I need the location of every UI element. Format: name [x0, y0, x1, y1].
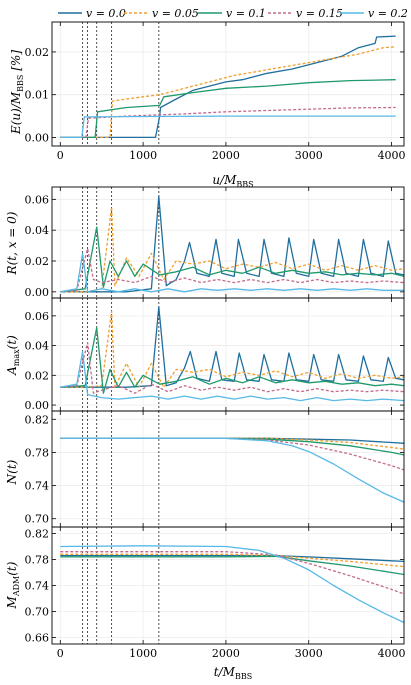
ytick-label-energy: 0.00 [25, 131, 50, 144]
series-Amax-2 [60, 327, 404, 394]
xtick-label-MADM: 1000 [129, 647, 157, 660]
series-energy-3 [60, 106, 396, 139]
series-energy-1 [60, 46, 396, 139]
series-energy-4 [60, 115, 396, 139]
series-Amax-3 [60, 341, 404, 394]
ytick-label-MADM: 0.82 [25, 528, 50, 541]
frame-Amax [51, 297, 405, 412]
series-R-2 [60, 226, 404, 293]
legend-label-v0: v = 0.0 [86, 7, 126, 20]
ytick-label-N: 0.70 [25, 513, 50, 526]
n-ylabel: N(t) [5, 459, 19, 485]
series-R-0 [60, 195, 404, 293]
xtick-label-MADM: 3000 [295, 647, 323, 660]
series-group-Amax [60, 306, 404, 402]
panel-R: 0.00 0.02 0.04 0.06 [25, 186, 405, 299]
series-Amax-4 [60, 350, 404, 402]
ytick-label-MADM: 0.74 [25, 580, 50, 593]
series-R-3 [60, 248, 404, 293]
ytick-label-R: 0.04 [25, 224, 50, 237]
ytick-label-R: 0.06 [25, 193, 50, 206]
xtick-label-energy: 1000 [129, 149, 157, 162]
xtick-label-MADM: 2000 [212, 647, 240, 660]
frame-N [51, 410, 405, 528]
series-R-1 [60, 206, 404, 293]
r-ylabel: R(t, x = 0) [5, 211, 19, 275]
ytick-label-MADM: 0.70 [25, 606, 50, 619]
ytick-label-Amax: 0.06 [25, 310, 50, 323]
ytick-label-MADM: 0.66 [25, 632, 50, 645]
ytick-label-R: 0.00 [25, 286, 50, 299]
ytick-label-N: 0.78 [25, 446, 50, 459]
legend-entry-v0: v = 0.0 [58, 7, 126, 20]
ytick-label-N: 0.74 [25, 480, 50, 493]
ytick-label-Amax: 0.02 [25, 369, 50, 382]
series-Amax-1 [60, 310, 404, 388]
ytick-label-energy: 0.01 [25, 89, 50, 102]
series-N-4 [60, 437, 404, 503]
ytick-label-Amax: 0.00 [25, 399, 50, 412]
ytick-label-R: 0.02 [25, 255, 50, 268]
series-MADM-1 [60, 553, 404, 568]
amax-ylabel: Amax(t) [5, 335, 21, 376]
ytick-label-Amax: 0.04 [25, 340, 50, 353]
legend: v = 0.0 v = 0.05 v = 0.1 v = 0.15 v = 0.… [58, 7, 408, 20]
legend-label-v01: v = 0.1 [226, 7, 266, 20]
xtick-label-energy: 3000 [295, 149, 323, 162]
xtick-label-MADM: 4000 [378, 647, 406, 660]
legend-entry-v005: v = 0.05 [124, 7, 199, 20]
panel-Amax: 0.00 0.02 0.04 0.06 [25, 297, 405, 412]
legend-entry-v01: v = 0.1 [198, 7, 266, 20]
legend-label-v02: v = 0.2 [368, 7, 408, 20]
panel-MADM: 0.66 0.70 0.74 0.78 0.82 0 1000 2000 3000 4000 [25, 526, 406, 660]
time-xlabel: t/MBBS [214, 665, 252, 681]
ytick-label-energy: 0.02 [25, 46, 50, 59]
legend-entry-v02: v = 0.2 [340, 7, 408, 20]
xtick-label-energy: 4000 [378, 149, 406, 162]
xtick-label-energy: 2000 [212, 149, 240, 162]
legend-label-v005: v = 0.05 [152, 7, 199, 20]
panel-N: 0.70 0.74 0.78 0.82 [25, 410, 405, 528]
series-group-energy [60, 35, 396, 139]
ytick-label-N: 0.82 [25, 413, 50, 426]
energy-xlabel: u/MBBS [212, 173, 253, 189]
frame-energy [51, 21, 405, 147]
energy-ylabel: E(u)/MBBS [%] [9, 50, 25, 135]
ytick-label-MADM: 0.78 [25, 554, 50, 567]
panel-energy: 0.00 0.01 0.02 0 1000 2000 3000 4000 [25, 21, 406, 162]
legend-entry-v015: v = 0.15 [268, 7, 343, 20]
series-group-N [60, 437, 404, 503]
xtick-label-energy: 0 [57, 149, 64, 162]
series-group-R [60, 195, 404, 293]
series-energy-0 [60, 35, 396, 139]
series-energy-2 [60, 79, 396, 139]
madm-ylabel: MADM(t) [5, 561, 21, 609]
series-Amax-0 [60, 306, 404, 388]
legend-label-v015: v = 0.15 [296, 7, 343, 20]
series-R-4 [60, 252, 404, 293]
xtick-label-MADM: 0 [57, 647, 64, 660]
series-group-MADM [60, 545, 404, 624]
series-MADM-4 [60, 545, 404, 624]
series-MADM-3 [60, 551, 404, 595]
